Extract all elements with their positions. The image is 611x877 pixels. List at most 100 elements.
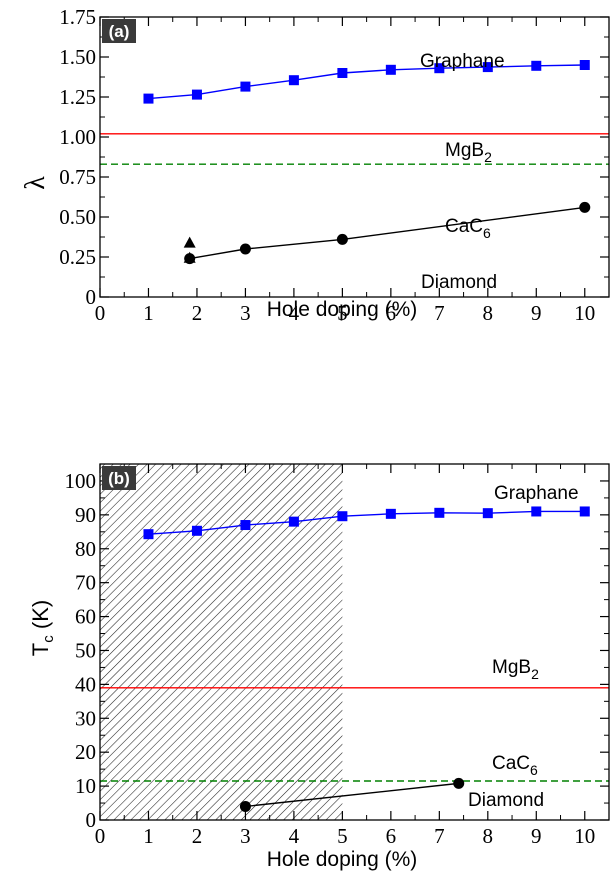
panel-a-plot-frame [99,16,610,298]
y-tick-label: 60 [75,605,96,629]
panel-b-graphane-label: Graphane [494,483,579,504]
graphane-point [143,93,154,104]
diamond-point [579,201,591,213]
panel-a-ticks: 0 1 2 3 4 5 6 7 8 9 10 0 0.25 0.50 0.75 1.00 1.25 1.50 1.7… [59,5,609,325]
triangle-point [183,236,196,248]
graphane-point [337,511,348,522]
x-tick-label: 4 [289,301,300,325]
x-tick-label: 2 [192,301,203,325]
panel-b-series [143,506,590,812]
x-tick-label: 9 [531,824,542,848]
hatched-region [100,464,343,820]
panel-a-mgb2-label: MgB2 [445,140,492,165]
x-tick-label: 0 [95,301,106,325]
x-tick-label: 1 [143,301,154,325]
graphane-point [240,520,251,531]
y-tick-label: 80 [75,537,96,561]
graphane-point [579,60,590,70]
graphane-point [337,68,348,78]
diamond-point [239,243,251,255]
x-tick-label: 10 [574,824,595,848]
diamond-line [245,782,459,808]
graphane-point [482,62,493,73]
x-tick-label: 3 [240,824,251,848]
graphane-point [385,64,396,75]
graphane-point [434,507,445,518]
x-tick-label: 7 [434,301,445,325]
graphane-point [240,81,251,92]
y-tick-label: 10 [75,774,96,798]
y-tick-label: 1.50 [59,45,96,69]
x-tick-label: 7 [434,824,445,848]
y-tick-label: 1.00 [59,125,96,149]
x-tick-label: 10 [574,301,595,325]
panel-b-mgb2-label: MgB2 [492,657,539,682]
x-tick-label: 2 [192,824,203,848]
panel-b-x-axis-label: Hole doping (%) [267,848,418,871]
graphane-point [579,506,590,517]
graphane-point [288,75,299,86]
y-tick-label: 1.75 [59,5,96,29]
y-tick-label: 0 [86,808,97,832]
y-tick-label: 70 [75,571,96,595]
panel-b-plot-frame [99,463,610,821]
graphane-point [385,508,396,519]
panel-b-hatched-region [100,464,343,820]
x-tick-label: 6 [386,824,397,848]
graphane-point [191,525,202,536]
x-tick-label: 4 [289,824,300,848]
triangle-point [183,251,196,263]
panel-a-graphane-label: Graphane [420,51,505,72]
diamond-point [239,800,251,812]
y-tick-label: 0.25 [59,245,96,269]
panel-a-reference-lines [100,133,609,165]
panel-a-x-axis-label: Hole doping (%) [267,298,418,321]
panel-a-y-axis-label: λ [20,176,51,190]
x-tick-label: 6 [386,301,397,325]
panel-b-label-box: (b) [102,466,136,490]
diamond-point [336,233,348,245]
y-tick-label: 20 [75,740,96,764]
x-tick-label: 1 [143,824,154,848]
x-tick-label: 3 [240,301,251,325]
x-tick-label: 5 [337,824,348,848]
graphane-point [288,516,299,527]
diamond-line [189,206,585,260]
diamond-point [453,777,465,789]
graphane-point [531,60,542,71]
y-tick-label: 0 [86,285,97,309]
graphane-line [148,64,585,100]
panel-b-reference-lines [100,687,609,782]
y-tick-label: 1.25 [59,85,96,109]
x-tick-label: 5 [337,301,348,325]
graphane-point [143,529,154,540]
graphane-point [531,506,542,517]
graphane-point [434,63,445,74]
y-tick-label: 100 [65,469,97,493]
x-tick-label: 8 [483,301,494,325]
x-tick-label: 8 [483,824,494,848]
y-tick-label: 30 [75,706,96,730]
panel-a-label-box: (a) [102,19,136,43]
panel-a-series [143,60,591,265]
panel-a-lambda-chart: 0 1 2 3 4 5 6 7 8 9 10 0 0.25 0.50 0.75 1.00 1.25 1.50 1.7… [20,5,610,325]
graphane-line [148,510,585,535]
graphane-point [482,508,493,519]
y-tick-label: 0.75 [59,165,96,189]
panel-b-cac6-label: CaC6 [492,753,538,778]
graphane-point [191,89,202,100]
panel-a-diamond-label: Diamond [421,272,497,293]
panel-b-label: (b) [108,469,130,488]
y-tick-label: 90 [75,503,96,527]
y-tick-label: 0.50 [59,205,96,229]
x-tick-label: 9 [531,301,542,325]
panel-a-label: (a) [109,22,130,41]
panel-a-cac6-label: CaC6 [445,216,491,241]
y-tick-label: 40 [75,672,96,696]
panel-b-y-axis-label: Tc (K) [28,600,57,656]
x-tick-label: 0 [95,824,106,848]
panel-b-diamond-label: Diamond [468,790,544,811]
